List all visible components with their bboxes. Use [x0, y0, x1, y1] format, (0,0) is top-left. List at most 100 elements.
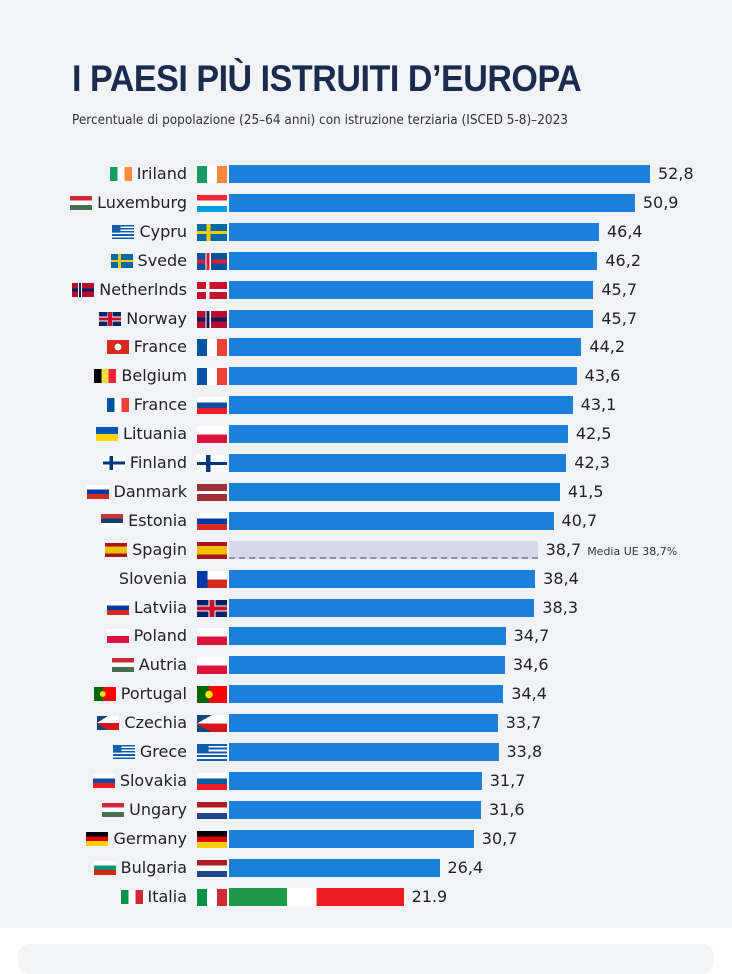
slovakia-flag-icon: [92, 773, 115, 788]
category-label: France: [133, 337, 187, 357]
category-label: Portugal: [120, 684, 187, 704]
bar-row: Ungary 31,6: [0, 800, 732, 820]
bar: [229, 222, 599, 241]
iceland-flag-icon: [197, 252, 227, 270]
value-text: 50,9: [642, 192, 679, 212]
bar-row: Lituania 42,5: [0, 424, 732, 444]
value-text: 45,7: [601, 308, 637, 328]
bar: [229, 540, 538, 559]
bar-row: Autria 34,6: [0, 655, 732, 675]
sweden-flag-icon: [110, 253, 133, 268]
bar-row: Iriland 52,8: [0, 164, 732, 184]
bar-row: France 44,2: [0, 337, 732, 357]
value-label: 44,2: [589, 337, 625, 357]
bar-row: Finland 42,3: [0, 453, 732, 473]
greece-flag-icon: [112, 224, 135, 239]
value-text: 43,6: [584, 366, 621, 386]
bar: [229, 800, 481, 819]
value-text: 52,8: [658, 164, 694, 183]
bar: [229, 338, 582, 357]
value-label: 26,4: [448, 858, 484, 878]
slovakia-flag-icon: [197, 397, 227, 415]
germany-flag-icon: [86, 831, 109, 846]
bar: [229, 396, 573, 415]
category-label: Cypru: [139, 221, 187, 241]
category-label: Bulgaria: [120, 857, 187, 877]
value-label: 34,7: [514, 626, 550, 646]
bar: [229, 482, 560, 501]
italy-flag-icon: [120, 889, 143, 904]
value-text: 41,5: [567, 481, 604, 501]
category-label: Germany: [113, 828, 187, 848]
value-label: 42,3: [574, 453, 610, 473]
bulgaria-flag-icon: [93, 860, 116, 875]
eu-average-note: Media UE 38,7%: [587, 544, 678, 558]
bar-row: Germany 30,7: [0, 829, 732, 849]
category-label: Norway: [126, 308, 187, 328]
value-label: 45,7: [601, 309, 637, 329]
category-label: Belgium: [121, 366, 187, 386]
value-text: 44,2: [589, 337, 626, 357]
category-label: Autria: [138, 655, 187, 675]
value-label: 43,1: [581, 395, 617, 415]
value-text: 38,7: [545, 539, 582, 559]
bar-row: Estonia 40,7: [0, 511, 732, 531]
latvia-flag-icon: [197, 483, 227, 501]
serbia-flag-icon: [101, 513, 124, 528]
norway-flag-icon: [197, 310, 227, 328]
france-flag-icon: [197, 339, 227, 357]
value-text: 34,7: [513, 626, 550, 646]
value-text: 33,8: [506, 742, 543, 761]
finland-flag-icon: [102, 456, 125, 470]
value-label: 43,6: [585, 366, 621, 386]
bar-row: Belgium 43,6: [0, 366, 732, 386]
portugal-flag-icon: [197, 686, 227, 704]
russia-flag-icon: [86, 484, 109, 499]
bar: [229, 743, 499, 761]
hungary-flag-icon: [102, 802, 125, 817]
value-label: 50,9: [643, 193, 679, 213]
bar-row: Spagin 38,7 Media UE 38,7%: [0, 540, 732, 560]
bar: [229, 627, 506, 646]
category-label: Finland: [129, 453, 187, 472]
value-label: 38,3: [542, 598, 578, 618]
greece-flag-icon: [112, 745, 135, 759]
category-label: Slovenia: [118, 568, 187, 588]
value-text: 31,6: [488, 799, 525, 819]
bar: [229, 454, 567, 472]
value-label: 52,8: [658, 164, 694, 184]
value-text: 45,7: [601, 279, 637, 299]
bottom-card: [18, 944, 714, 974]
spain-flag-icon: [105, 542, 128, 557]
hungary-flag-icon: [70, 195, 93, 210]
bar-row: Latviia 38,3: [0, 598, 732, 618]
category-label: Estonia: [128, 510, 187, 530]
czech-flag-icon: [97, 716, 120, 731]
category-label: Lituania: [123, 424, 187, 444]
value-text: 34,6: [512, 655, 549, 675]
category-label: Netherlnds: [99, 279, 187, 299]
bar-row: Slovenia 38,4: [0, 569, 732, 589]
value-label: 31,6: [489, 800, 525, 820]
value-text: 34,4: [511, 684, 547, 704]
category-label: Luxemburg: [97, 192, 187, 212]
bar-row: Cypru 46,4: [0, 222, 732, 242]
denmark-flag-icon: [197, 281, 227, 299]
germany-flag-icon: [197, 830, 227, 848]
russia-flag-icon: [106, 600, 129, 615]
category-label: Poland: [133, 626, 187, 646]
value-label: 21.9: [412, 887, 448, 907]
france-flag-icon: [106, 398, 129, 413]
value-text: 38,4: [543, 568, 579, 588]
france-flag-icon: [197, 368, 227, 386]
bar-row: Netherlnds 45,7: [0, 280, 732, 300]
bar: [229, 251, 598, 270]
bar-row: France 43,1: [0, 395, 732, 415]
ukraine-flag-icon: [96, 427, 119, 442]
ireland-flag-icon: [109, 167, 132, 181]
value-text: 46,4: [606, 221, 643, 241]
netherlands-flag-icon: [197, 859, 227, 877]
poland-flag-icon: [197, 657, 227, 675]
poland-flag-icon: [197, 426, 227, 444]
value-label: 30,7: [482, 829, 518, 849]
